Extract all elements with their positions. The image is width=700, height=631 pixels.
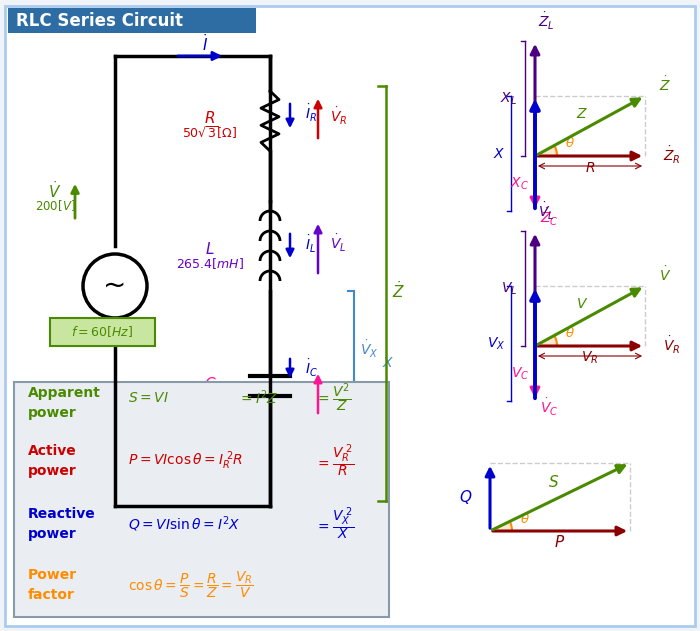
Text: $=\dfrac{V^2}{Z}$: $=\dfrac{V^2}{Z}$ <box>315 382 351 415</box>
Polygon shape <box>535 146 557 156</box>
Text: $V$: $V$ <box>576 297 588 311</box>
Text: $f = 60[Hz]$: $f = 60[Hz]$ <box>71 324 133 339</box>
Text: $=\dfrac{V_X^{\ 2}}{X}$: $=\dfrac{V_X^{\ 2}}{X}$ <box>315 505 354 543</box>
Text: $\dot{V}_X$: $\dot{V}_X$ <box>360 338 379 360</box>
Text: $S$: $S$ <box>548 474 559 490</box>
Text: Reactive
power: Reactive power <box>28 507 96 541</box>
Text: $R$: $R$ <box>204 110 216 126</box>
Text: $50\sqrt{3}[\Omega]$: $50\sqrt{3}[\Omega]$ <box>183 125 237 141</box>
Text: $\dot{V}_R$: $\dot{V}_R$ <box>330 105 347 127</box>
Text: $V_R$: $V_R$ <box>581 350 598 367</box>
Text: $X_C$: $X_C$ <box>510 175 529 192</box>
Text: $\dot{Z}_L$: $\dot{Z}_L$ <box>538 11 555 32</box>
Text: $\dot{V}_L$: $\dot{V}_L$ <box>538 201 554 222</box>
Text: $\theta$: $\theta$ <box>520 512 530 526</box>
Text: $Z$: $Z$ <box>576 107 588 121</box>
Polygon shape <box>535 336 557 346</box>
Text: $\dot{V}_C$: $\dot{V}_C$ <box>330 380 349 401</box>
Text: $\dot{Z}$: $\dot{Z}$ <box>659 75 671 94</box>
Text: $\dot{Z}$: $\dot{Z}$ <box>392 281 405 302</box>
Text: $Q$: $Q$ <box>458 488 472 506</box>
Text: $53[\mu F]$: $53[\mu F]$ <box>189 391 231 408</box>
Text: $\theta$: $\theta$ <box>565 326 575 340</box>
Bar <box>14 382 389 617</box>
Text: $S = VI$: $S = VI$ <box>128 391 169 405</box>
Text: $200[V]$: $200[V]$ <box>35 199 76 213</box>
Text: $=\dfrac{V_R^{\ 2}}{R}$: $=\dfrac{V_R^{\ 2}}{R}$ <box>315 442 354 480</box>
Text: $\dot{I}$: $\dot{I}$ <box>202 33 208 54</box>
Text: Active
power: Active power <box>28 444 77 478</box>
Text: $265.4[mH]$: $265.4[mH]$ <box>176 257 244 271</box>
Circle shape <box>83 254 147 318</box>
Text: $\dot{I}_R$: $\dot{I}_R$ <box>305 102 317 124</box>
Text: Apparent
power: Apparent power <box>28 386 101 420</box>
Text: $C$: $C$ <box>204 376 216 392</box>
Text: RLC Series Circuit: RLC Series Circuit <box>16 12 183 30</box>
Text: $X_L$: $X_L$ <box>500 90 517 107</box>
Text: $\cos\theta = \dfrac{P}{S} = \dfrac{R}{Z} = \dfrac{V_R}{V}$: $\cos\theta = \dfrac{P}{S} = \dfrac{R}{Z… <box>128 570 253 600</box>
Text: $\dot{Z}_R$: $\dot{Z}_R$ <box>663 144 681 165</box>
Text: $V_C$: $V_C$ <box>511 365 529 382</box>
Text: $\dot{I}_C$: $\dot{I}_C$ <box>305 357 318 379</box>
Text: ~: ~ <box>104 272 127 300</box>
Text: $V_X$: $V_X$ <box>486 335 505 351</box>
Text: $\dot{I}_L$: $\dot{I}_L$ <box>305 233 316 254</box>
Text: $\dot{V}$: $\dot{V}$ <box>48 180 62 201</box>
Text: $L$: $L$ <box>205 241 215 257</box>
Bar <box>8 8 256 33</box>
Text: $\dot{V}$: $\dot{V}$ <box>659 265 671 284</box>
Text: $\dot{V}_L$: $\dot{V}_L$ <box>330 232 346 254</box>
Bar <box>50 318 155 346</box>
Text: $P$: $P$ <box>554 534 566 550</box>
Text: $R$: $R$ <box>584 161 595 175</box>
Text: $V_L$: $V_L$ <box>500 280 517 297</box>
Text: $X$: $X$ <box>382 356 394 370</box>
Text: $= I^2Z$: $= I^2Z$ <box>238 389 279 407</box>
Text: $\dot{V}_R$: $\dot{V}_R$ <box>663 334 680 355</box>
Text: $P = VI\cos\theta = I_R^{\ 2}R$: $P = VI\cos\theta = I_R^{\ 2}R$ <box>128 450 243 472</box>
Text: $\theta$: $\theta$ <box>565 136 575 150</box>
Text: $\dot{V}_C$: $\dot{V}_C$ <box>540 398 559 418</box>
Text: $X$: $X$ <box>493 146 505 160</box>
Text: $Q = VI\sin\theta = I^2X$: $Q = VI\sin\theta = I^2X$ <box>128 514 241 534</box>
Polygon shape <box>490 521 512 531</box>
Text: $\dot{Z}_C$: $\dot{Z}_C$ <box>540 208 559 228</box>
Text: Power
factor: Power factor <box>28 569 77 602</box>
